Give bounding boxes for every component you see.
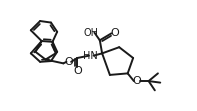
Text: O: O xyxy=(73,66,82,76)
Text: O: O xyxy=(110,28,119,38)
Text: O: O xyxy=(133,76,141,86)
Text: O: O xyxy=(64,57,73,67)
Text: OH: OH xyxy=(84,28,99,38)
Text: HN: HN xyxy=(83,51,98,61)
